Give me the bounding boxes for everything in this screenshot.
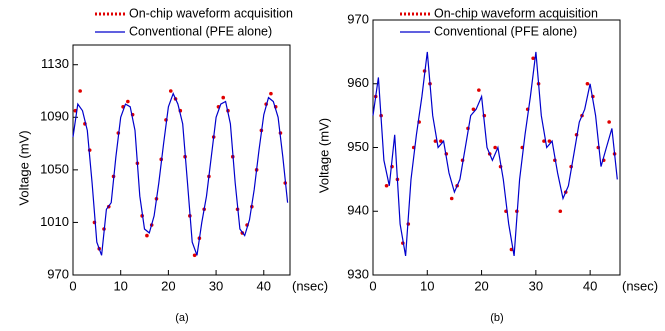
x-unit: (nsec) [622, 278, 658, 293]
x-unit: (nsec) [292, 278, 328, 293]
y-tick-label: 1130 [41, 56, 69, 71]
y-axis-label: Voltage (mV) [316, 118, 331, 193]
x-tick-label: 40 [257, 278, 271, 293]
data-point [471, 107, 476, 112]
y-tick-label: 1010 [40, 214, 69, 229]
x-tick-label: 20 [161, 278, 175, 293]
legend-label: On-chip waveform acquisition [434, 6, 598, 20]
data-point [477, 88, 481, 92]
data-point [78, 89, 82, 93]
x-tick-label: 40 [583, 278, 597, 293]
data-line [72, 92, 289, 256]
y-tick-label: 960 [347, 75, 369, 90]
data-point [531, 56, 535, 61]
data-point [192, 253, 197, 258]
x-tick-label: 0 [69, 278, 76, 293]
data-point [585, 81, 590, 86]
plot-frame [72, 44, 291, 276]
y-tick-label: 970 [47, 266, 69, 281]
y-tick-label: 950 [347, 139, 369, 154]
legend-label: Conventional (PFE alone) [129, 24, 272, 38]
data-point [145, 233, 149, 238]
data-point [449, 196, 454, 201]
y-tick-label: 930 [347, 266, 369, 281]
caption: (b) [490, 312, 503, 324]
x-tick-label: 10 [113, 278, 127, 293]
x-tick-label: 30 [529, 278, 543, 293]
x-tick-label: 30 [209, 278, 223, 293]
y-tick-label: 1050 [40, 161, 69, 176]
data-point [384, 183, 389, 188]
data-point [493, 145, 497, 150]
x-tick-label: 0 [369, 278, 376, 293]
x-tick-label: 20 [474, 278, 488, 293]
y-tick-label: 940 [347, 203, 369, 218]
legend-label: On-chip waveform acquisition [129, 6, 293, 20]
data-point [269, 91, 273, 96]
y-axis-label: Voltage (mV) [16, 130, 31, 205]
y-tick-label: 1090 [40, 109, 69, 124]
x-tick-label: 10 [420, 278, 434, 293]
data-point [168, 89, 173, 93]
data-point [547, 139, 552, 143]
data-point [607, 120, 611, 124]
data-point [439, 139, 443, 143]
y-tick-label: 970 [347, 11, 369, 26]
data-point [221, 95, 226, 100]
data-point [126, 99, 130, 104]
data-line [372, 51, 618, 257]
legend-label: Conventional (PFE alone) [434, 24, 577, 38]
data-point [558, 209, 563, 214]
caption: (a) [175, 312, 188, 324]
